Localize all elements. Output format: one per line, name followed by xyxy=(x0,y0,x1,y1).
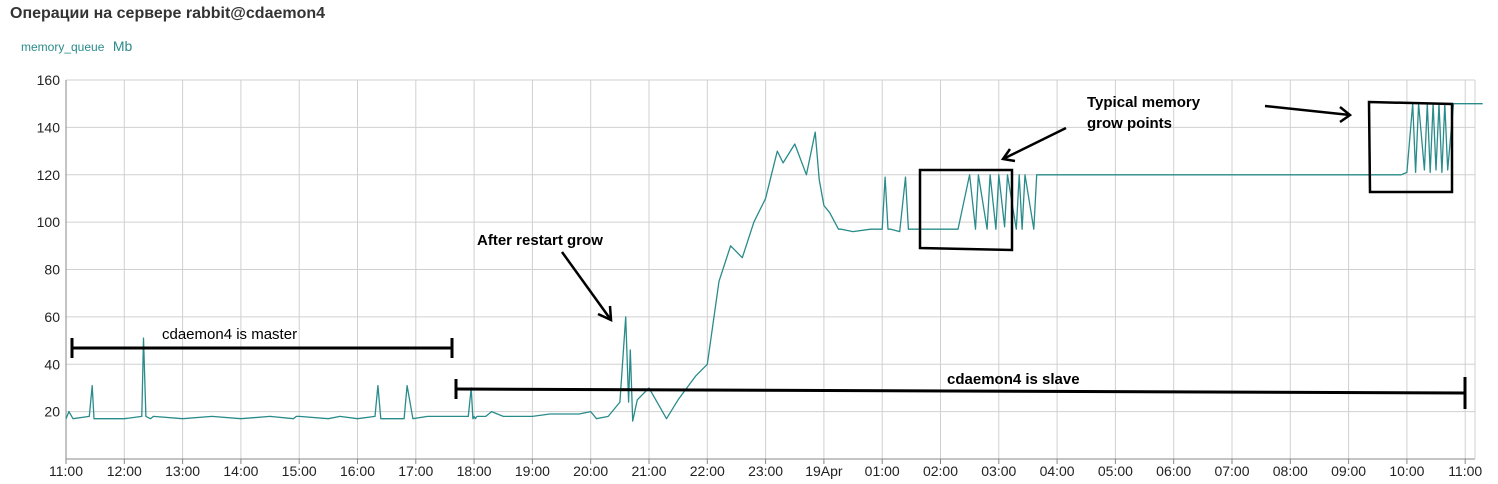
legend[interactable]: memory_queue Mb xyxy=(21,38,132,56)
restart-label: After restart grow xyxy=(477,232,603,249)
grow-arrow-1-head xyxy=(1000,148,1016,163)
typical-label-line2: grow points xyxy=(1087,115,1172,132)
restart-arrow-shaft xyxy=(560,251,613,321)
y-tick-label: 160 xyxy=(37,72,61,88)
x-tick-label: 20:00 xyxy=(573,463,608,479)
y-tick-label: 80 xyxy=(44,262,60,278)
x-tick-label: 02:00 xyxy=(923,463,958,479)
legend-series-name[interactable]: memory_queue xyxy=(21,40,105,54)
slave-bracket-line xyxy=(455,387,1466,395)
x-axis-ticks: 11:00 12:00 13:00 14:00 15:00 16:00 17:00 18:00… xyxy=(49,463,1482,479)
y-tick-label: 120 xyxy=(37,167,61,183)
x-tick-label: 19Apr xyxy=(805,463,843,479)
annotations xyxy=(70,100,1467,409)
y-axis-ticks: 20 40 60 80 100 120 140 160 xyxy=(37,72,61,420)
x-tick-label: 04:00 xyxy=(1040,463,1075,479)
legend-unit: Mb xyxy=(112,38,133,54)
x-tick-label: 03:00 xyxy=(981,463,1016,479)
typical-label-line1: Typical memory xyxy=(1087,94,1201,111)
series-line-memory-queue xyxy=(65,103,1483,422)
x-tick-label: 01:00 xyxy=(865,463,900,479)
x-tick-label: 06:00 xyxy=(1156,463,1191,479)
x-tick-label: 18:00 xyxy=(457,463,492,479)
chart-grid xyxy=(65,79,1475,459)
x-tick-label: 14:00 xyxy=(223,463,258,479)
y-tick-label: 60 xyxy=(44,309,60,325)
x-tick-label: 23:00 xyxy=(748,463,783,479)
slave-label: cdaemon4 is slave xyxy=(947,371,1080,388)
x-tick-label: 05:00 xyxy=(1098,463,1133,479)
grow-point-box-2 xyxy=(1367,100,1454,194)
x-tick-label: 11:00 xyxy=(1448,463,1482,479)
grow-arrow-2-shaft xyxy=(1264,104,1351,117)
chart-axes xyxy=(65,80,1476,464)
x-tick-label: 11:00 xyxy=(49,463,83,479)
x-tick-label: 07:00 xyxy=(1214,463,1249,479)
grow-point-box-1 xyxy=(918,168,1014,252)
grow-arrow-1-shaft xyxy=(1002,126,1067,161)
y-tick-label: 100 xyxy=(37,214,61,230)
x-tick-label: 09:00 xyxy=(1331,463,1366,479)
x-tick-label: 17:00 xyxy=(398,463,433,479)
x-tick-label: 21:00 xyxy=(631,463,666,479)
y-tick-label: 140 xyxy=(37,119,61,135)
restart-arrow-head xyxy=(597,305,613,323)
x-tick-label: 22:00 xyxy=(690,463,725,479)
grow-arrow-2-head xyxy=(1339,106,1353,124)
chart-series xyxy=(65,103,1483,422)
x-tick-label: 19:00 xyxy=(515,463,550,479)
x-tick-label: 13:00 xyxy=(165,463,200,479)
x-tick-label: 12:00 xyxy=(107,463,142,479)
page-title: Операции на сервере rabbit@cdaemon4 xyxy=(10,5,326,22)
x-tick-label: 08:00 xyxy=(1273,463,1308,479)
master-label: cdaemon4 is master xyxy=(162,326,297,343)
x-tick-label: 10:00 xyxy=(1389,463,1424,479)
y-tick-label: 20 xyxy=(44,404,60,420)
x-tick-label: 16:00 xyxy=(340,463,375,479)
x-tick-label: 15:00 xyxy=(282,463,317,479)
y-tick-label: 40 xyxy=(44,356,60,372)
